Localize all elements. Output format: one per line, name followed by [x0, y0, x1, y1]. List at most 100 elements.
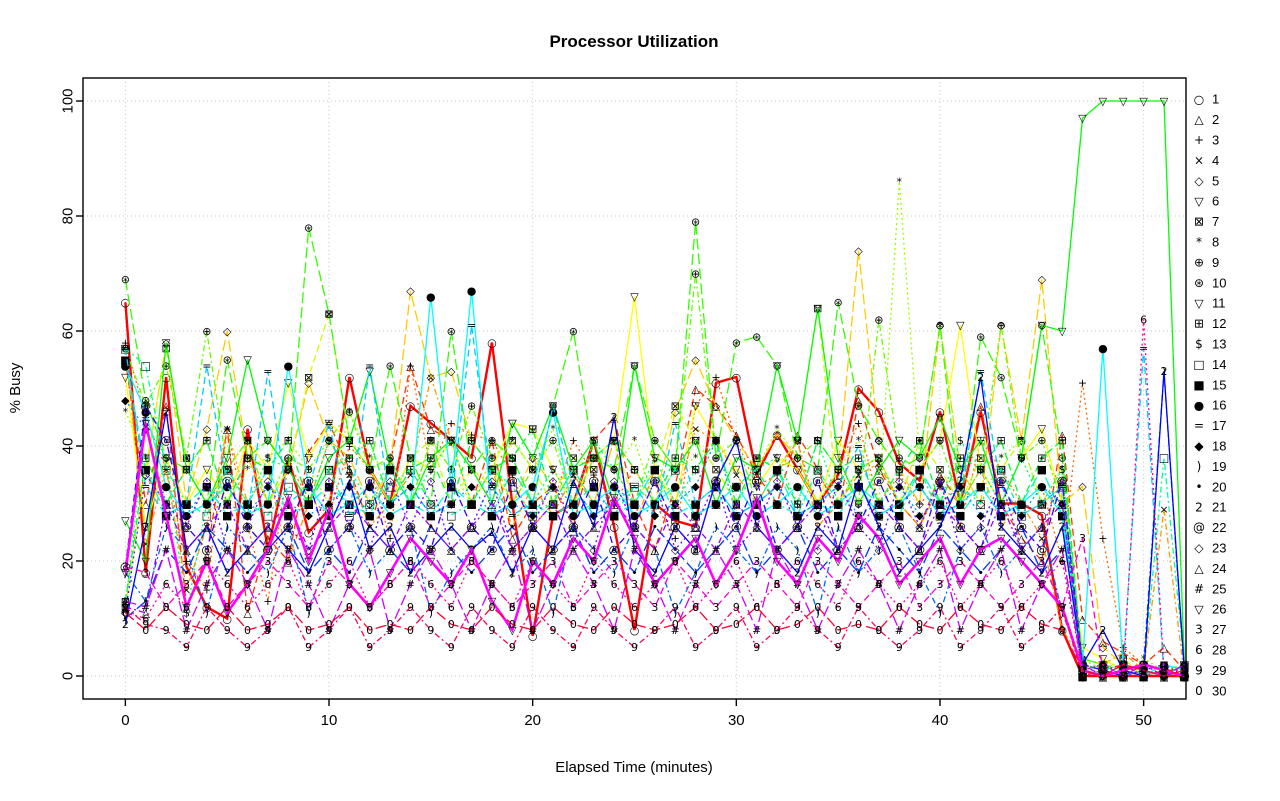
series-marker: ● [365, 480, 375, 493]
series-marker: ⊛ [732, 336, 741, 349]
series-marker: 0 [896, 601, 903, 614]
series-marker: △ [345, 463, 354, 476]
series-line-29 [124, 605, 1185, 677]
series-marker: △ [895, 520, 904, 533]
series-marker: □ [1159, 451, 1169, 464]
series-marker: @ [242, 520, 253, 533]
series-marker: + [895, 469, 904, 482]
series-marker: ▽ [773, 555, 782, 568]
series-marker: ▽ [997, 532, 1006, 545]
series-marker: • [977, 566, 984, 579]
series-marker: ▽ [121, 566, 130, 579]
series-marker: ◇ [712, 474, 721, 487]
legend-label: 24 [1212, 561, 1226, 576]
series-marker: $ [651, 451, 658, 464]
series-marker: 9 [774, 624, 781, 637]
series-marker: # [1180, 658, 1189, 671]
series-marker: ▽ [366, 365, 375, 378]
series-marker: + [1098, 532, 1107, 545]
series-marker: ○ [222, 612, 232, 625]
legend-label: 5 [1212, 173, 1219, 188]
series-marker: 6 [651, 578, 658, 591]
legend-symbol: ◇ [1194, 541, 1204, 555]
series-marker: @ [222, 474, 233, 487]
series-line-20 [124, 525, 1185, 677]
x-tick-label: 40 [932, 712, 949, 729]
series-marker: △ [243, 543, 252, 556]
series-marker: 3 [183, 578, 190, 591]
series-marker: # [161, 543, 170, 556]
legend-symbol: ⊞ [1194, 317, 1204, 331]
series-marker: ⊠ [915, 434, 924, 447]
series-marker: × [935, 480, 944, 493]
legend-symbol: 9 [1195, 664, 1203, 678]
series-marker: × [691, 423, 700, 436]
series-marker: △ [528, 520, 537, 533]
series-marker: = [589, 509, 598, 522]
series-marker: 3 [814, 555, 821, 568]
series-marker: * [1182, 670, 1188, 683]
series-marker: 6 [570, 601, 577, 614]
series-marker: ⊞ [365, 434, 374, 447]
series-marker: ⊕ [487, 451, 496, 464]
series-marker: 9 [468, 601, 475, 614]
series-marker: ) [205, 607, 209, 620]
series-marker: 6 [855, 555, 862, 568]
series-marker: ⊛ [386, 359, 395, 372]
series-marker: # [182, 624, 191, 637]
series-marker: 3 [529, 578, 536, 591]
series-marker: ○ [894, 457, 904, 470]
series-marker: # [874, 578, 883, 591]
series-marker: ◆ [773, 480, 782, 493]
series-marker: △ [1038, 520, 1047, 533]
series-marker: ◆ [732, 509, 741, 522]
series-marker: = [956, 497, 965, 510]
series-marker: 3 [753, 555, 760, 568]
legend-symbol: ⊠ [1194, 215, 1204, 229]
series-marker: ⊕ [711, 451, 720, 464]
series-marker: □ [161, 463, 171, 476]
series-marker: 3 [774, 578, 781, 591]
series-marker: • [509, 520, 516, 533]
series-marker: ◇ [956, 543, 965, 556]
series-marker: △ [610, 497, 619, 510]
series-marker: 6 [611, 578, 618, 591]
series-marker: ◆ [651, 509, 660, 522]
series-marker: + [854, 417, 863, 430]
series-marker: ▽ [752, 480, 761, 493]
series-marker: @ [548, 543, 559, 556]
series-marker: ⊕ [691, 267, 700, 280]
series-marker: △ [182, 543, 191, 556]
legend-label: 9 [1212, 255, 1219, 270]
series-marker: ▽ [1180, 664, 1189, 677]
series-marker: 6 [142, 612, 149, 625]
series-marker: 6 [326, 578, 333, 591]
legend-entry-12: ⊞ 12 [1194, 316, 1227, 331]
series-marker: + [345, 440, 354, 453]
series-marker: = [548, 400, 557, 413]
series-marker: 2 [1038, 566, 1045, 579]
series-marker: ) [307, 607, 311, 620]
series-marker: ⊕ [161, 359, 170, 372]
series-marker: * [550, 423, 556, 436]
series-marker: = [772, 480, 781, 493]
series-marker: * [856, 434, 862, 447]
legend-entry-21: 2 21 [1195, 500, 1226, 515]
legend-symbol: 6 [1195, 643, 1203, 657]
series-marker: 0 [203, 624, 210, 637]
series-marker: ○ [976, 405, 986, 418]
legend-symbol: 3 [1195, 623, 1203, 637]
legend: ○ 1△ 2+ 3× 4◇ 5▽ 6⊠ 7* 8⊕ 9⊛ 10▽ 11⊞ 12$ 13□ 14■ 15● 16=… [1193, 92, 1226, 699]
series-marker: ⊕ [345, 405, 354, 418]
series-marker: = [365, 359, 374, 372]
series-marker: 0 [794, 618, 801, 631]
series-marker: * [489, 451, 495, 464]
series-marker: ● [793, 480, 803, 493]
series-marker: ■ [833, 509, 843, 522]
series-marker: 0 [468, 624, 475, 637]
series-marker: 0 [488, 601, 495, 614]
series-marker: ⊕ [182, 451, 191, 464]
series-marker: • [855, 566, 862, 579]
series-marker: ) [449, 566, 453, 579]
